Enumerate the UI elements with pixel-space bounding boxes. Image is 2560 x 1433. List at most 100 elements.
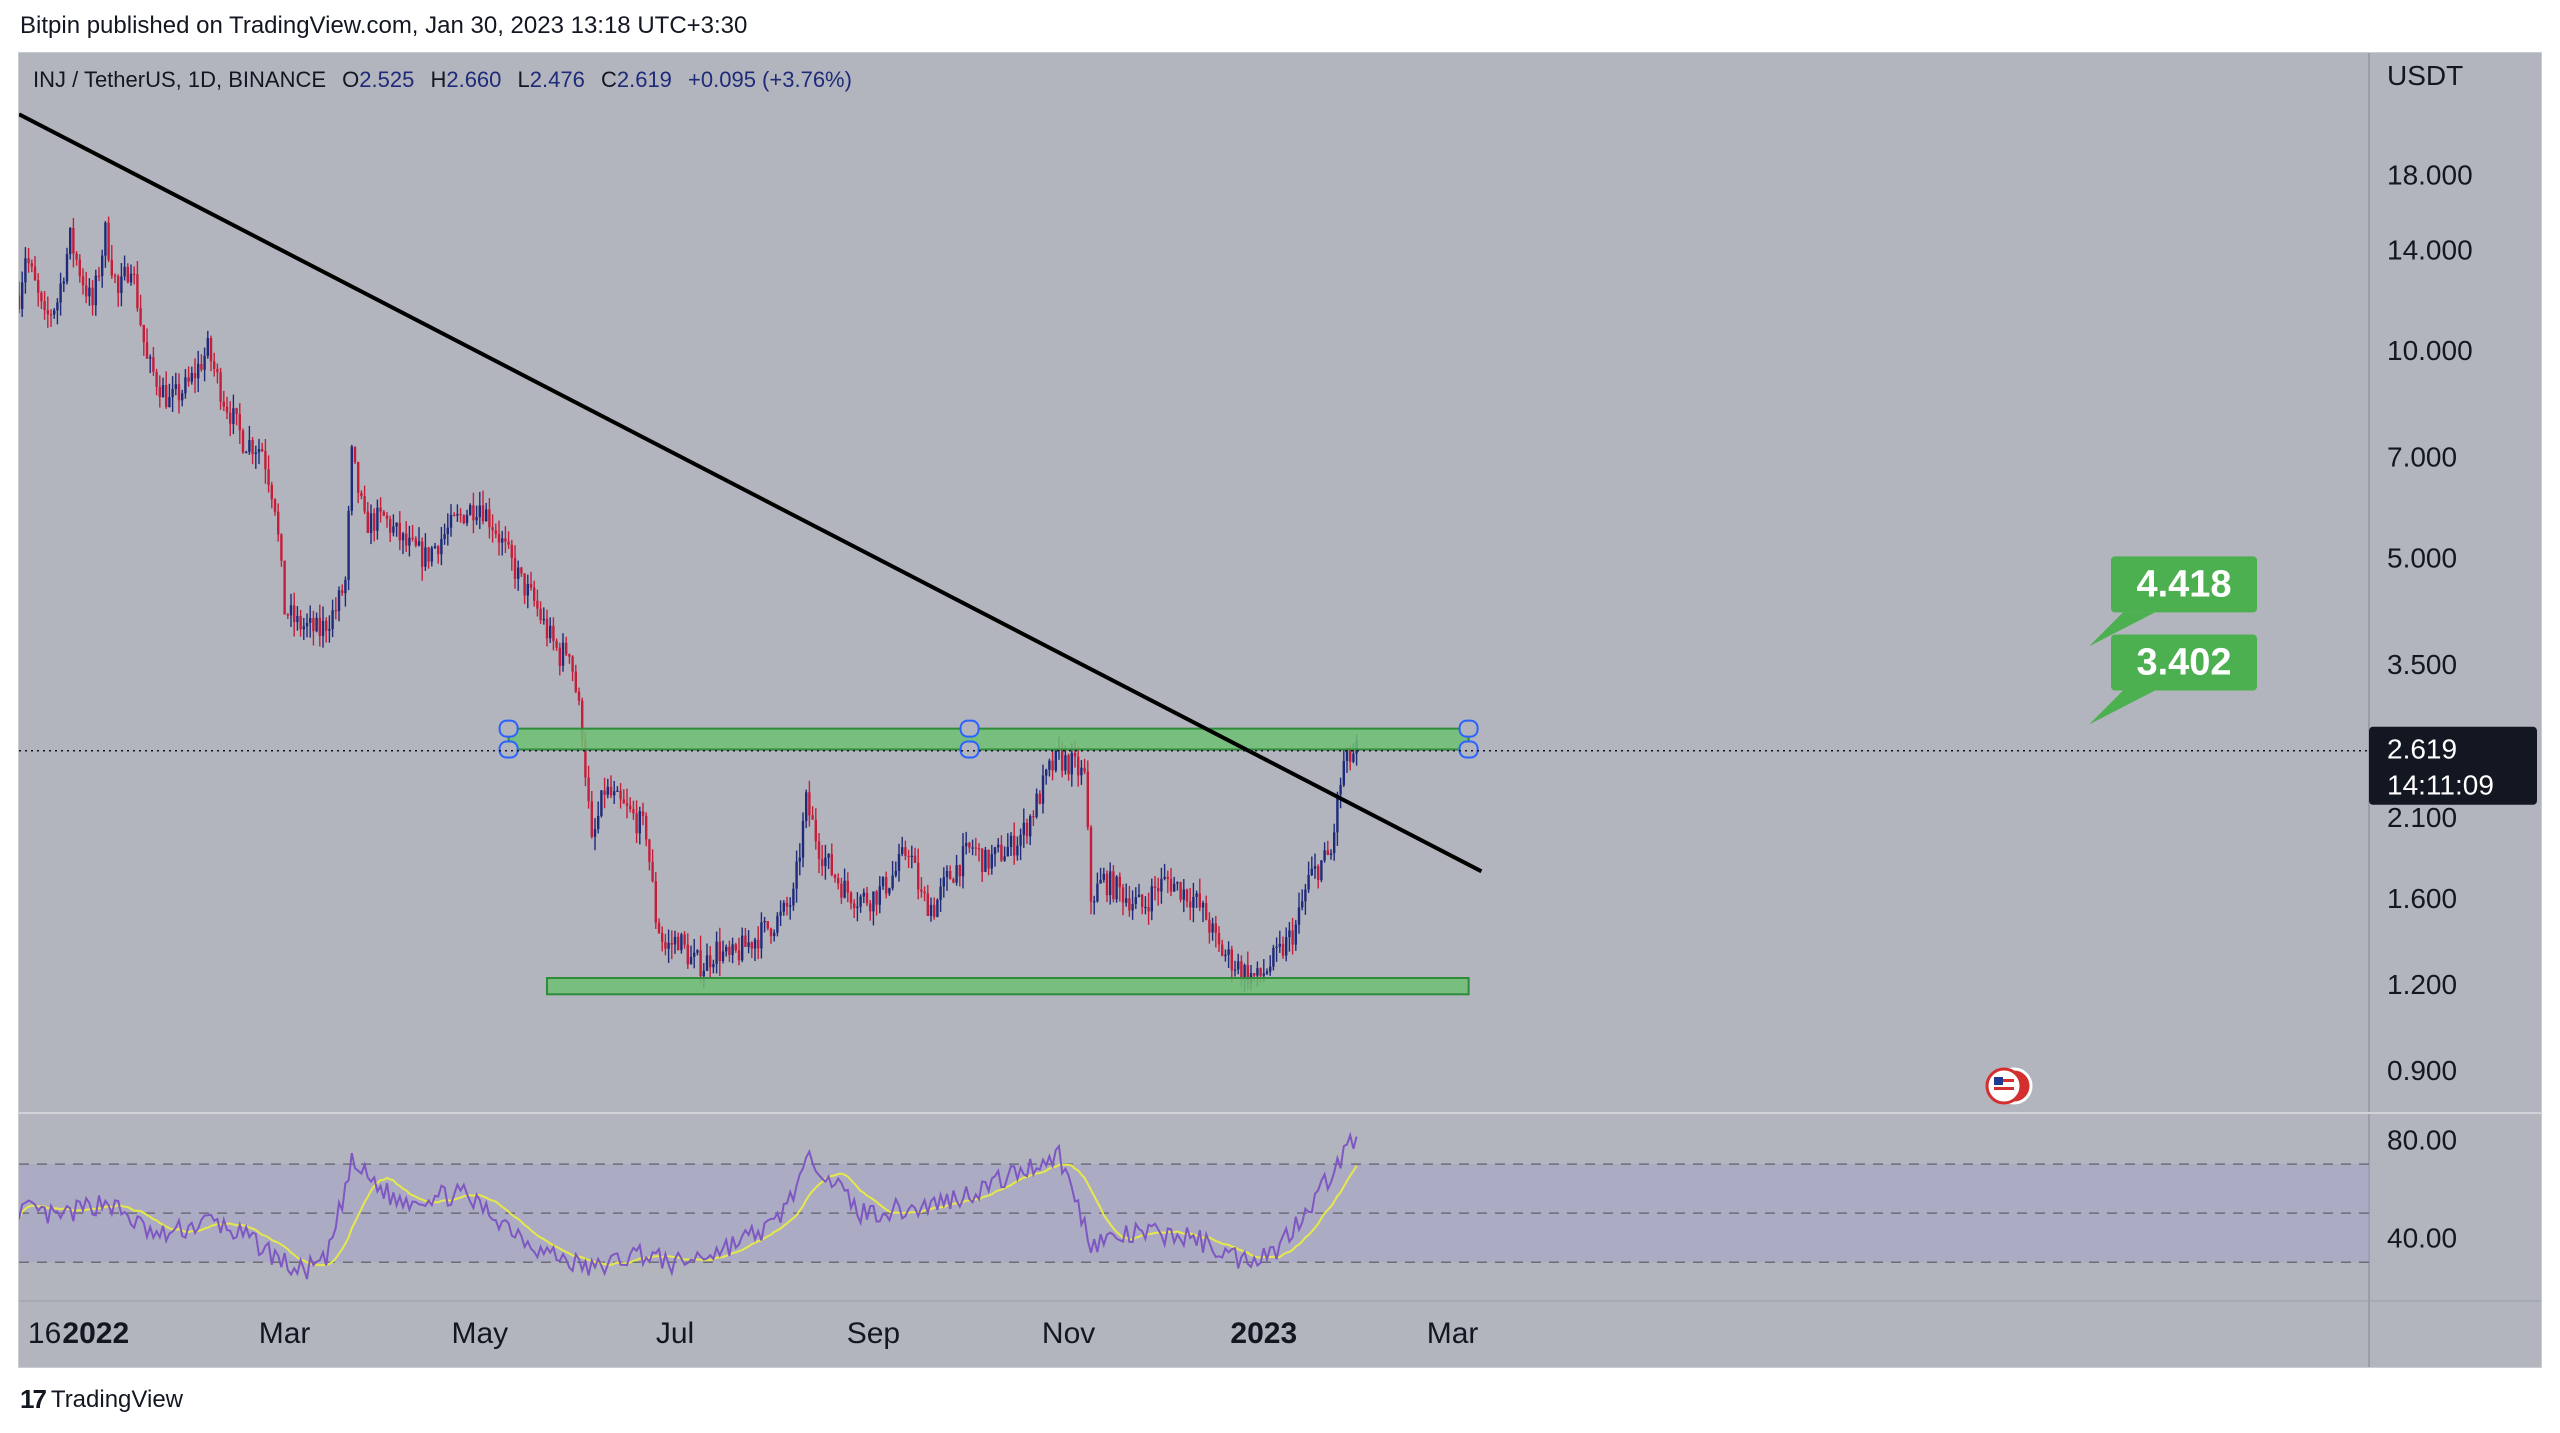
economic-event-icon[interactable]: [1985, 1067, 2033, 1105]
candle-body: [235, 408, 238, 414]
candle-body: [1329, 853, 1333, 855]
candle-body: [1160, 878, 1163, 892]
candle-body: [1022, 822, 1025, 835]
candle-body: [398, 522, 401, 541]
price-chart[interactable]: 4.418 3.402 18.000 14.000 10.000 7.000 5.000 3…: [19, 53, 2541, 1367]
candle-body: [1281, 943, 1285, 956]
candle-body: [568, 654, 571, 657]
candle-body: [731, 944, 734, 955]
candle-body: [1326, 850, 1329, 855]
time-axis[interactable]: 16 2022 Mar May Jul Sep Nov 2023 Mar: [28, 1317, 1479, 1350]
candle-body: [1048, 760, 1051, 770]
candle-body: [78, 259, 81, 277]
support-zone[interactable]: [546, 976, 1470, 996]
current-price-value: 2.619: [2387, 734, 2457, 765]
candle-body: [565, 642, 568, 655]
zone-handle[interactable]: [1458, 740, 1479, 759]
candle-body: [1144, 906, 1147, 909]
candle-body: [376, 507, 379, 531]
zone-handle[interactable]: [1458, 719, 1479, 738]
descending-trendline[interactable]: [19, 112, 1483, 874]
candle-body: [1246, 965, 1249, 984]
candle-body: [1195, 893, 1198, 897]
resistance-zone[interactable]: [507, 727, 1470, 751]
candle-body: [1109, 871, 1112, 896]
candle-body: [971, 847, 974, 849]
candle-body: [997, 844, 1000, 848]
target-label-pointer: [2089, 612, 2155, 647]
candle-body: [1237, 961, 1240, 970]
time-tick-label: Mar: [259, 1317, 311, 1350]
candle-body: [136, 274, 139, 309]
candle-body: [309, 618, 312, 623]
candle-body: [1003, 856, 1006, 861]
candle-body: [894, 870, 897, 876]
candle-body: [693, 952, 696, 957]
zone-handle[interactable]: [498, 719, 519, 738]
candle-body: [200, 363, 203, 370]
candle-body: [1294, 924, 1297, 945]
candle-body: [1099, 879, 1102, 884]
candle-body: [437, 546, 440, 555]
candle-body: [1253, 973, 1256, 976]
candle-body: [1000, 844, 1003, 861]
candle-body: [120, 276, 123, 294]
candle-body: [910, 855, 913, 857]
candle-body: [1333, 832, 1336, 854]
trendline-layer[interactable]: [19, 112, 1483, 874]
candle-body: [478, 505, 481, 518]
zone-handle[interactable]: [498, 740, 519, 759]
candle-body: [475, 517, 478, 521]
chart-container[interactable]: 4.418 3.402 18.000 14.000 10.000 7.000 5.000 3…: [18, 52, 2542, 1368]
candle-body: [814, 819, 817, 842]
candle-body: [91, 287, 94, 306]
zone-handle[interactable]: [959, 740, 980, 759]
tradingview-brand[interactable]: 17 TradingView: [20, 1384, 183, 1415]
candle-body: [1182, 889, 1185, 900]
candle-body: [1147, 906, 1150, 912]
candle-body: [968, 842, 971, 848]
candle-body: [497, 533, 501, 543]
candle-body: [728, 946, 731, 955]
candle-body: [382, 511, 385, 516]
candle-body: [46, 310, 49, 315]
candle-body: [433, 546, 437, 549]
price-axis[interactable]: 18.000 14.000 10.000 7.000 5.000 3.500 2.100 1.…: [19, 159, 2537, 1254]
candle-body: [1157, 887, 1160, 892]
price-zones[interactable]: [498, 719, 1479, 996]
candle-body: [190, 373, 193, 382]
legend-close-label: C: [601, 67, 617, 92]
candle-body: [987, 849, 990, 869]
candle-body: [181, 393, 184, 401]
candle-body: [539, 608, 542, 621]
candle-body: [590, 801, 593, 837]
candle-body: [1345, 749, 1349, 761]
candle-body: [1137, 894, 1141, 898]
candle-body: [53, 310, 56, 315]
candle-body: [113, 275, 117, 277]
candle-body: [798, 857, 801, 862]
candle-body: [702, 970, 705, 977]
candle-body: [901, 847, 904, 854]
candle-body: [715, 941, 718, 965]
candle-body: [507, 541, 510, 545]
candle-body: [1240, 961, 1243, 980]
candle-body: [85, 285, 88, 297]
candle-body: [629, 805, 632, 810]
candle-body: [526, 583, 529, 596]
candle-body: [305, 622, 309, 627]
candle-body: [65, 254, 69, 282]
zone-handle[interactable]: [959, 719, 980, 738]
candle-body: [72, 227, 75, 254]
candle-body: [725, 946, 728, 952]
ohlc-legend: INJ / TetherUS, 1D, BINANCE O2.525 H2.66…: [33, 67, 852, 92]
candle-body: [625, 803, 629, 806]
main-pane-background: [19, 53, 2369, 1367]
candle-body: [344, 579, 347, 594]
candle-body: [33, 266, 37, 281]
candle-body: [689, 956, 693, 965]
candle-body: [440, 539, 443, 555]
candle-body: [286, 614, 289, 616]
candle-body: [485, 509, 488, 522]
candle-body: [990, 854, 993, 869]
